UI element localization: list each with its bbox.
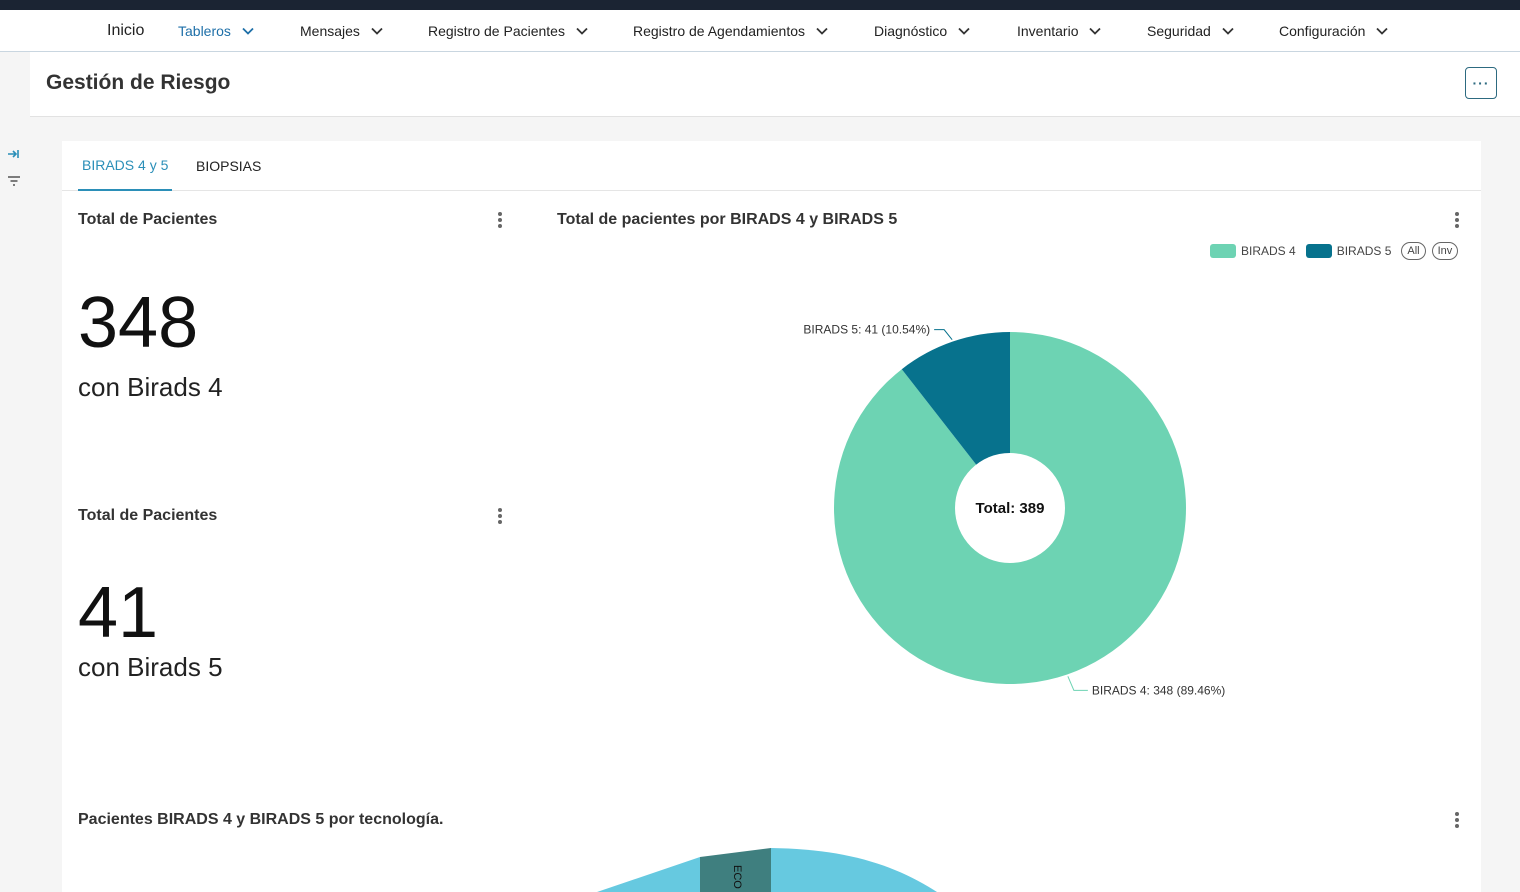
nav-item-seguridad[interactable]: Seguridad <box>1147 10 1235 52</box>
nav-item-inicio[interactable]: Inicio <box>107 10 144 52</box>
nav-item-label: Seguridad <box>1147 23 1211 39</box>
slice-label: BIRADS 5: 41 (10.54%) <box>803 323 930 337</box>
expand-sidebar-icon[interactable] <box>6 146 22 162</box>
birads4-total-value: 348 <box>78 283 199 363</box>
legend-all-button[interactable]: All <box>1401 242 1426 260</box>
chevron-down-icon <box>1088 24 1102 38</box>
nav-item-label: Registro de Pacientes <box>428 23 565 39</box>
nav-item-registro-agendamientos[interactable]: Registro de Agendamientos <box>633 10 829 52</box>
nav-item-label: Inicio <box>107 22 145 39</box>
chevron-down-icon <box>1221 24 1235 38</box>
pie-chart: Total: 389 BIRADS 4: 348 (89.46%) BIRADS 5… <box>803 323 1225 698</box>
card-menu-icon[interactable] <box>494 211 506 229</box>
legend-swatch <box>1305 244 1332 258</box>
tab-bar: BIRADS 4 y 5 BIOPSIAS <box>62 141 1481 191</box>
legend-invert-button[interactable]: Inv <box>1431 242 1459 260</box>
page-header: Gestión de Riesgo ··· <box>30 52 1520 117</box>
donut-hole <box>955 453 1065 563</box>
card-menu-icon[interactable] <box>1451 211 1463 229</box>
nav-item-diagnostico[interactable]: Diagnóstico <box>874 10 971 52</box>
chevron-down-icon <box>575 24 589 38</box>
nav-item-registro-pacientes[interactable]: Registro de Pacientes <box>428 10 589 52</box>
tab-biopsias[interactable]: BIOPSIAS <box>196 158 262 174</box>
card-title-tech: Pacientes BIRADS 4 y BIRADS 5 por tecnol… <box>78 811 444 828</box>
birads4-subtitle: con Birads 4 <box>78 372 223 402</box>
chevron-down-icon <box>815 24 829 38</box>
card-menu-icon[interactable] <box>494 507 506 525</box>
nav-item-label: Diagnóstico <box>874 23 948 39</box>
tab-birads-4-5[interactable]: BIRADS 4 y 5 <box>78 141 173 191</box>
birads5-total-value: 41 <box>78 573 159 653</box>
legend-item-birads4[interactable]: BIRADS 4 <box>1210 244 1296 258</box>
chevron-down-icon <box>241 24 255 38</box>
slice-label: BIRADS 4: 348 (89.46%) <box>1092 683 1225 697</box>
card-title-pie: Total de pacientes por BIRADS 4 y BIRADS… <box>557 211 898 228</box>
main-navbar: Inicio Tableros Mensajes Registro de Pac… <box>0 10 1520 52</box>
legend-label: BIRADS 5 <box>1336 244 1392 258</box>
more-options-button[interactable]: ··· <box>1465 67 1497 99</box>
birads5-subtitle: con Birads 5 <box>78 652 223 682</box>
left-rail <box>0 52 30 892</box>
card-title-birads4: Total de Pacientes <box>78 211 218 228</box>
chevron-down-icon <box>1375 24 1389 38</box>
nav-item-label: Configuración <box>1279 23 1366 39</box>
legend-label: BIRADS 4 <box>1241 244 1296 258</box>
nav-item-label: Inventario <box>1017 23 1079 39</box>
top-strip <box>0 0 1520 10</box>
nav-item-label: Mensajes <box>300 23 360 39</box>
slice-leader-line <box>1067 676 1088 691</box>
page-title: Gestión de Riesgo <box>46 71 231 94</box>
nav-item-configuracion[interactable]: Configuración <box>1279 10 1389 52</box>
filter-icon[interactable] <box>6 173 22 189</box>
card-menu-icon[interactable] <box>1451 811 1463 829</box>
slice-leader-line <box>934 329 953 340</box>
dashboard-content: BIRADS 4 y 5 BIOPSIAS Total de Pacientes… <box>62 141 1481 892</box>
nav-item-label: Tableros <box>178 23 231 39</box>
nav-item-tableros[interactable]: Tableros <box>178 10 255 52</box>
nav-item-mensajes[interactable]: Mensajes <box>300 10 384 52</box>
donut-center-label: Total: 389 <box>976 500 1045 517</box>
chevron-down-icon <box>370 24 384 38</box>
chart-legend: BIRADS 4 BIRADS 5 All Inv <box>1210 241 1464 261</box>
chevron-down-icon <box>957 24 971 38</box>
nav-item-inventario[interactable]: Inventario <box>1017 10 1102 52</box>
legend-item-birads5[interactable]: BIRADS 5 <box>1305 244 1392 258</box>
card-title-birads5: Total de Pacientes <box>78 507 218 524</box>
nav-item-label: Registro de Agendamientos <box>633 23 805 39</box>
legend-swatch <box>1210 244 1236 258</box>
